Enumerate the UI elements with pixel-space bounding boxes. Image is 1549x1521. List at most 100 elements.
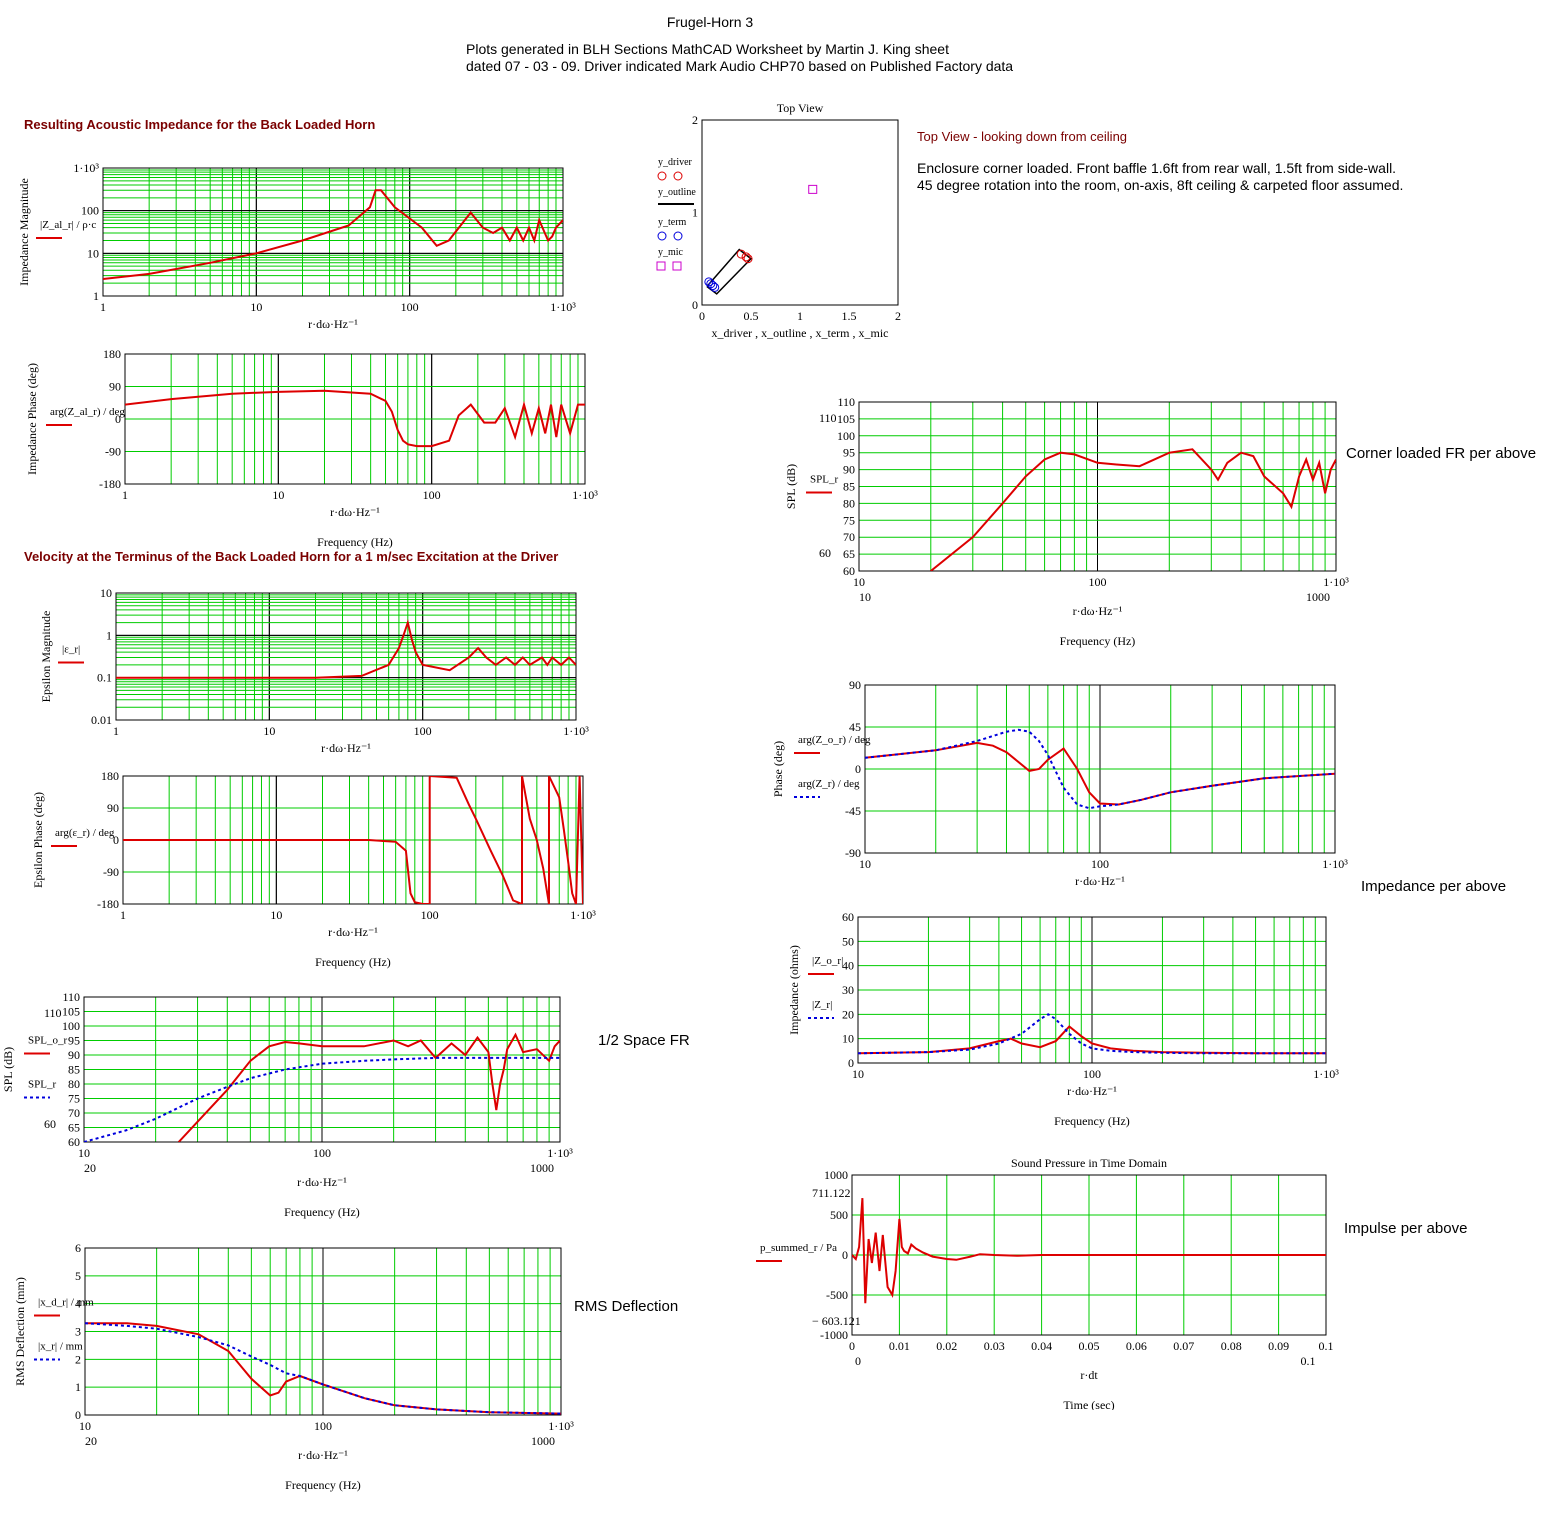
x-tick-label: 1 (100, 300, 106, 314)
plot-area (701, 119, 899, 306)
y-tick-label: 180 (101, 769, 119, 783)
legend-label: |Z_al_r| / ρ·c (40, 219, 96, 231)
y-tick-label: 20 (842, 1007, 854, 1021)
y-tick-label: 60 (843, 564, 855, 578)
y-tick-label: 75 (843, 513, 855, 527)
y-tick-label: 1 (692, 206, 698, 220)
section-title-velocity: Velocity at the Terminus of the Back Loa… (24, 549, 559, 564)
y-tick-label: 65 (843, 547, 855, 561)
plot-frame (102, 167, 564, 297)
x-tick-label: 1·10³ (1313, 1067, 1339, 1081)
x-axis-label: r·dω·Hz⁻¹ (1067, 1084, 1117, 1098)
y-tick-label: 2 (75, 1352, 81, 1366)
y-extra-label: 110 (819, 411, 837, 425)
x-tick-label: 0.06 (1126, 1339, 1147, 1353)
page-title: Frugel-Horn 3 (666, 14, 754, 30)
series-line-blue (85, 1322, 561, 1415)
y-axis-label: Epsilon Magnitude (39, 611, 53, 703)
y-axis-label: Phase (deg) (771, 741, 785, 797)
y-tick-label: 0 (692, 298, 698, 312)
legend-label: arg(Z_r) / deg (798, 778, 860, 790)
y-tick-label: 30 (842, 983, 854, 997)
x-tick-label: 100 (314, 1419, 332, 1433)
plot-area (858, 401, 1337, 572)
plot-area (864, 684, 1336, 854)
section-title-impedance: Resulting Acoustic Impedance for the Bac… (24, 117, 376, 132)
x-tick-label: 0.09 (1268, 1339, 1289, 1353)
y-axis-label: RMS Deflection (mm) (13, 1277, 27, 1386)
x-axis-label-2: Frequency (Hz) (1054, 1114, 1130, 1128)
chart-title: Top View (777, 101, 824, 115)
x-tick-label: 100 (1091, 857, 1109, 871)
y-tick-label: 90 (109, 380, 121, 394)
x-tick-label: 0.01 (889, 1339, 910, 1353)
x-tick-label: 10 (78, 1146, 90, 1160)
series-line-blue (858, 1013, 1326, 1055)
y-extra-label: 60 (819, 546, 831, 560)
legend-label: |x_d_r| / mm (38, 1297, 94, 1309)
chart-driver-impedance: 10 100 1·10³ 0 10 20 30 40 50 60 r·dω·Hz⁻¹ Frequenc… (770, 910, 1370, 1130)
y-tick-label: 40 (842, 959, 854, 973)
plot-area (102, 167, 564, 297)
y-tick-label: 90 (107, 801, 119, 815)
y-tick-label: 65 (68, 1121, 80, 1135)
y-tick-label: 0.1 (97, 671, 112, 685)
legend-marker (657, 171, 667, 181)
x-axis-label: r·dω·Hz⁻¹ (1073, 604, 1123, 618)
y-tick-label: 1000 (824, 1168, 848, 1182)
chart-title: Sound Pressure in Time Domain (1011, 1156, 1167, 1170)
legend-label: arg(Z_al_r) / deg (50, 406, 125, 418)
y-tick-label: 100 (81, 204, 99, 218)
x-tick-label: 1 (122, 488, 128, 502)
corner-fr-note: Corner loaded FR per above (1346, 445, 1537, 462)
y-tick-label: 0 (848, 1056, 854, 1070)
y-tick-label: 100 (837, 429, 855, 443)
plot-area (122, 775, 584, 905)
series-line-blue (865, 728, 1335, 810)
legend-label: |Z_o_r| (812, 955, 843, 967)
x-tick-label: 1·10³ (1323, 575, 1349, 589)
topview-caption: Top View - looking down from ceiling (917, 129, 1128, 144)
legend-label: arg(Z_o_r) / deg (798, 734, 871, 746)
x-extra-label: 20 (85, 1434, 97, 1448)
plot-area (124, 353, 586, 485)
y-axis-label: Impedance Magnitude (17, 178, 31, 286)
y-tick-label: 85 (843, 480, 855, 494)
chart-impulse: 0 0.01 0.02 0.03 0.04 0.05 0.06 0.07 0.08 0.09 0.1… (740, 1150, 1360, 1412)
y-tick-label: 3 (75, 1325, 81, 1339)
chart-rms-deflection: 10 100 1·10³ 0 1 2 3 4 5 6 20 1000 r·dω·Hz⁻¹ Frequenc… (0, 1240, 600, 1500)
y-extra-label: 711.122 (812, 1186, 851, 1200)
driver-point (741, 252, 751, 262)
y-axis-label: SPL (dB) (784, 464, 798, 509)
terminus-point (710, 282, 720, 292)
x-tick-label: 1.5 (842, 309, 857, 323)
x-tick-label: 10 (272, 488, 284, 502)
plot-frame (115, 592, 577, 721)
x-tick-label: 1·10³ (572, 488, 598, 502)
series-line-red (858, 1025, 1326, 1055)
y-tick-label: 0 (75, 1408, 81, 1422)
legend-label: SPL_r (810, 474, 838, 486)
plot-frame (83, 996, 561, 1143)
x-axis-label: r·dω·Hz⁻¹ (297, 1175, 347, 1189)
x-tick-label: 0.1 (1319, 1339, 1334, 1353)
x-extra-label: 1000 (1306, 590, 1330, 604)
y-tick-label: 0 (115, 412, 121, 426)
legend-label: SPL_o_r (28, 1035, 67, 1047)
legend-label: SPL_r (28, 1079, 56, 1091)
x-tick-label: 100 (414, 724, 432, 738)
plot-frame (701, 119, 899, 306)
chart-driver-phase: 10 100 1·10³ -90 -45 0 45 90 r·dω·Hz⁻¹ Phase (deg… (770, 675, 1370, 900)
legend-marker (672, 261, 682, 271)
x-extra-label: 10 (859, 590, 871, 604)
y-tick-label: 500 (830, 1208, 848, 1222)
x-tick-label: 1·10³ (550, 300, 576, 314)
x-tick-label: 1·10³ (1322, 857, 1348, 871)
plot-frame (84, 1247, 562, 1416)
y-axis-label: SPL (dB) (1, 1047, 15, 1092)
y-tick-label: 10 (100, 586, 112, 600)
x-tick-label: 100 (1089, 575, 1107, 589)
plot-frame (864, 684, 1336, 854)
chart-acoustic-impedance-magnitude: 1 10 100 1·10³ 1 10 100 1·10³ r·dω·Hz⁻¹ Impedance… (0, 150, 590, 340)
x-tick-label: 1·10³ (547, 1146, 573, 1160)
